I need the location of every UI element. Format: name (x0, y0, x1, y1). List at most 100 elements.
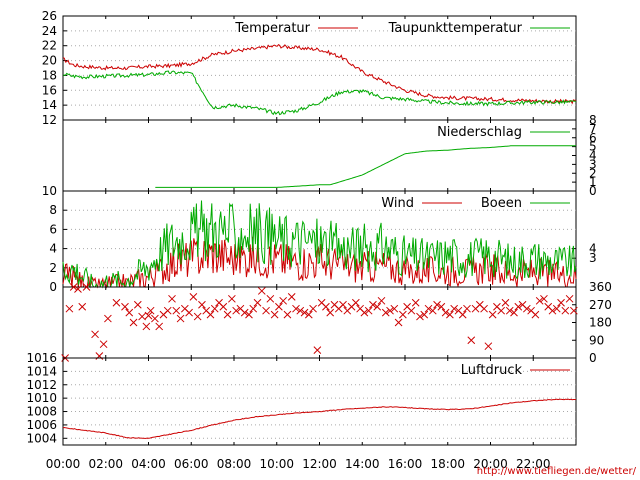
direction-point (424, 304, 433, 313)
direction-point (488, 310, 497, 319)
direction-point (381, 308, 390, 317)
y-tick-label-right: 4 (589, 149, 597, 163)
direction-point (304, 310, 313, 319)
direction-point (270, 310, 279, 319)
direction-point (138, 312, 146, 321)
direction-point (484, 342, 493, 351)
direction-point (373, 302, 382, 311)
direction-point (522, 304, 531, 313)
x-tick-label: 10:00 (259, 457, 294, 471)
direction-point (142, 322, 151, 331)
direction-point (480, 304, 488, 313)
y-tick-label: 18 (42, 68, 57, 82)
direction-point (540, 294, 548, 303)
direction-point (168, 294, 176, 303)
direction-point (514, 302, 523, 311)
y-tick-label-right: 2 (589, 166, 597, 180)
direction-point (326, 308, 335, 317)
direction-point (104, 314, 112, 323)
x-tick-label: 04:00 (131, 457, 166, 471)
y-tick-label-right: 3 (589, 157, 597, 171)
direction-point (99, 340, 108, 349)
direction-point (300, 308, 309, 317)
direction-point (210, 304, 219, 313)
x-tick-label: 02:00 (88, 457, 123, 471)
direction-point (446, 310, 454, 319)
x-tick-label: 18:00 (430, 457, 465, 471)
direction-point (505, 306, 514, 315)
direction-point (369, 300, 377, 309)
y-tick-label: 26 (42, 9, 57, 23)
y-tick-label-right: 0 (589, 351, 597, 365)
direction-point (411, 298, 420, 307)
direction-point (74, 285, 82, 293)
direction-point (501, 298, 510, 307)
y-tick-label: 12 (42, 113, 57, 127)
direction-point (151, 314, 159, 323)
direction-point (407, 306, 416, 315)
direction-point (399, 310, 407, 319)
y-tick-label: 1016 (26, 351, 57, 365)
y-tick-label: 20 (42, 54, 57, 68)
direction-point (69, 283, 78, 291)
direction-point (240, 308, 249, 317)
x-tick-label: 06:00 (174, 457, 209, 471)
y-tick-label: 1004 (26, 431, 57, 445)
x-tick-label: 08:00 (217, 457, 252, 471)
y-tick-label-right: 1 (589, 175, 597, 189)
direction-point (283, 310, 292, 319)
direction-point (309, 304, 317, 313)
series-line-temperatur (62, 44, 577, 105)
y-tick-label-right: 3 (589, 251, 597, 265)
direction-point (450, 304, 459, 313)
y-tick-label-right: 5 (589, 140, 597, 154)
direction-point (245, 310, 253, 319)
direction-point (463, 304, 471, 313)
y-tick-label: 24 (42, 24, 57, 38)
direction-point (416, 312, 424, 321)
y-tick-label-right: 7 (589, 122, 597, 136)
direction-point (133, 300, 142, 309)
direction-point (360, 308, 369, 317)
direction-point (339, 300, 347, 309)
direction-point (531, 310, 540, 319)
time-axis: 00:00 02:00 04:00 06:00 08:00 10:00 12:00 14:00… (46, 457, 551, 471)
direction-point (125, 308, 134, 317)
direction-point (351, 298, 360, 307)
legend-label: Boeen (481, 196, 522, 211)
direction-point (428, 306, 437, 315)
x-tick-label: 00:00 (46, 457, 81, 471)
y-tick-label: 0 (49, 280, 57, 294)
direction-point (441, 308, 450, 317)
chart-panels: 1214161820222426TaupunkttemperaturTemper… (26, 9, 612, 446)
direction-point (561, 306, 570, 315)
y-tick-label: 1006 (26, 418, 57, 432)
direction-point (206, 310, 215, 319)
y-tick-label: 1012 (26, 378, 57, 392)
direction-point (176, 314, 185, 323)
direction-point (394, 318, 403, 327)
y-tick-label-right: 270 (589, 298, 612, 312)
direction-point (364, 306, 373, 315)
direction-point (185, 308, 193, 317)
y-tick-label: 14 (42, 98, 57, 112)
direction-point (219, 302, 228, 311)
direction-point (565, 294, 574, 303)
y-tick-label: 4 (49, 242, 57, 256)
direction-point (287, 293, 296, 301)
direction-point (78, 302, 87, 311)
direction-point (313, 346, 322, 354)
direction-point (377, 296, 386, 305)
x-tick-label: 22:00 (516, 457, 551, 471)
direction-point (257, 287, 266, 295)
y-tick-label-right: 90 (589, 333, 604, 347)
y-tick-label-right: 0 (589, 184, 597, 198)
direction-point (144, 311, 153, 320)
direction-point (189, 293, 198, 301)
credit-link[interactable]: http://www.tiefliegen.de/wetter/ (477, 466, 637, 477)
direction-point (497, 306, 506, 315)
y-tick-label: 8 (49, 203, 57, 217)
direction-point (386, 306, 394, 315)
series-line-niederschlag (155, 145, 576, 188)
